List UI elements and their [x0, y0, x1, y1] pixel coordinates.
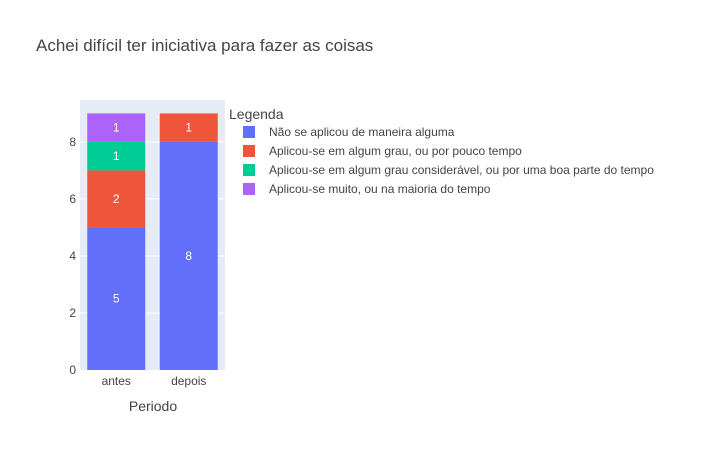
legend-label: Aplicou-se em algum grau considerável, o…	[269, 163, 654, 177]
bar-segment	[87, 113, 146, 142]
x-axis-ticks: antes depois	[102, 374, 207, 388]
bars: 5 2 1 1 8 1	[87, 113, 218, 370]
x-axis-title: Periodo	[129, 398, 177, 414]
y-tick-label: 8	[69, 135, 76, 149]
x-tick-label: depois	[171, 374, 206, 388]
bar-segment	[87, 141, 146, 171]
bar-value-label: 2	[113, 192, 120, 206]
bar-value-label: 8	[185, 249, 192, 263]
bar-value-label: 5	[113, 292, 120, 306]
bar-segment	[87, 170, 146, 228]
y-axis-ticks: 0 2 4 6 8	[69, 135, 76, 377]
y-tick-label: 0	[69, 363, 76, 377]
legend-title: Legenda	[229, 106, 284, 122]
x-tick-label: antes	[102, 374, 131, 388]
legend-label: Aplicou-se muito, ou na maioria do tempo	[269, 182, 491, 196]
y-tick-label: 6	[69, 192, 76, 206]
legend: Não se aplicou de maneira alguma Aplicou-…	[243, 125, 654, 196]
bar-segment	[159, 141, 218, 370]
legend-swatch	[243, 145, 255, 157]
bar-value-label: 1	[185, 121, 192, 135]
legend-swatch	[243, 126, 255, 138]
bar-segment	[87, 227, 146, 370]
legend-swatch	[243, 183, 255, 195]
legend-label: Não se aplicou de maneira alguma	[269, 125, 455, 139]
y-tick-label: 4	[69, 249, 76, 263]
bar-value-label: 1	[113, 149, 120, 163]
legend-swatch	[243, 164, 255, 176]
chart-title: Achei difícil ter iniciativa para fazer …	[36, 36, 373, 55]
bar-value-label: 1	[113, 121, 120, 135]
legend-label: Aplicou-se em algum grau, ou por pouco t…	[269, 144, 522, 158]
bar-segment	[159, 113, 218, 142]
y-tick-label: 2	[69, 306, 76, 320]
